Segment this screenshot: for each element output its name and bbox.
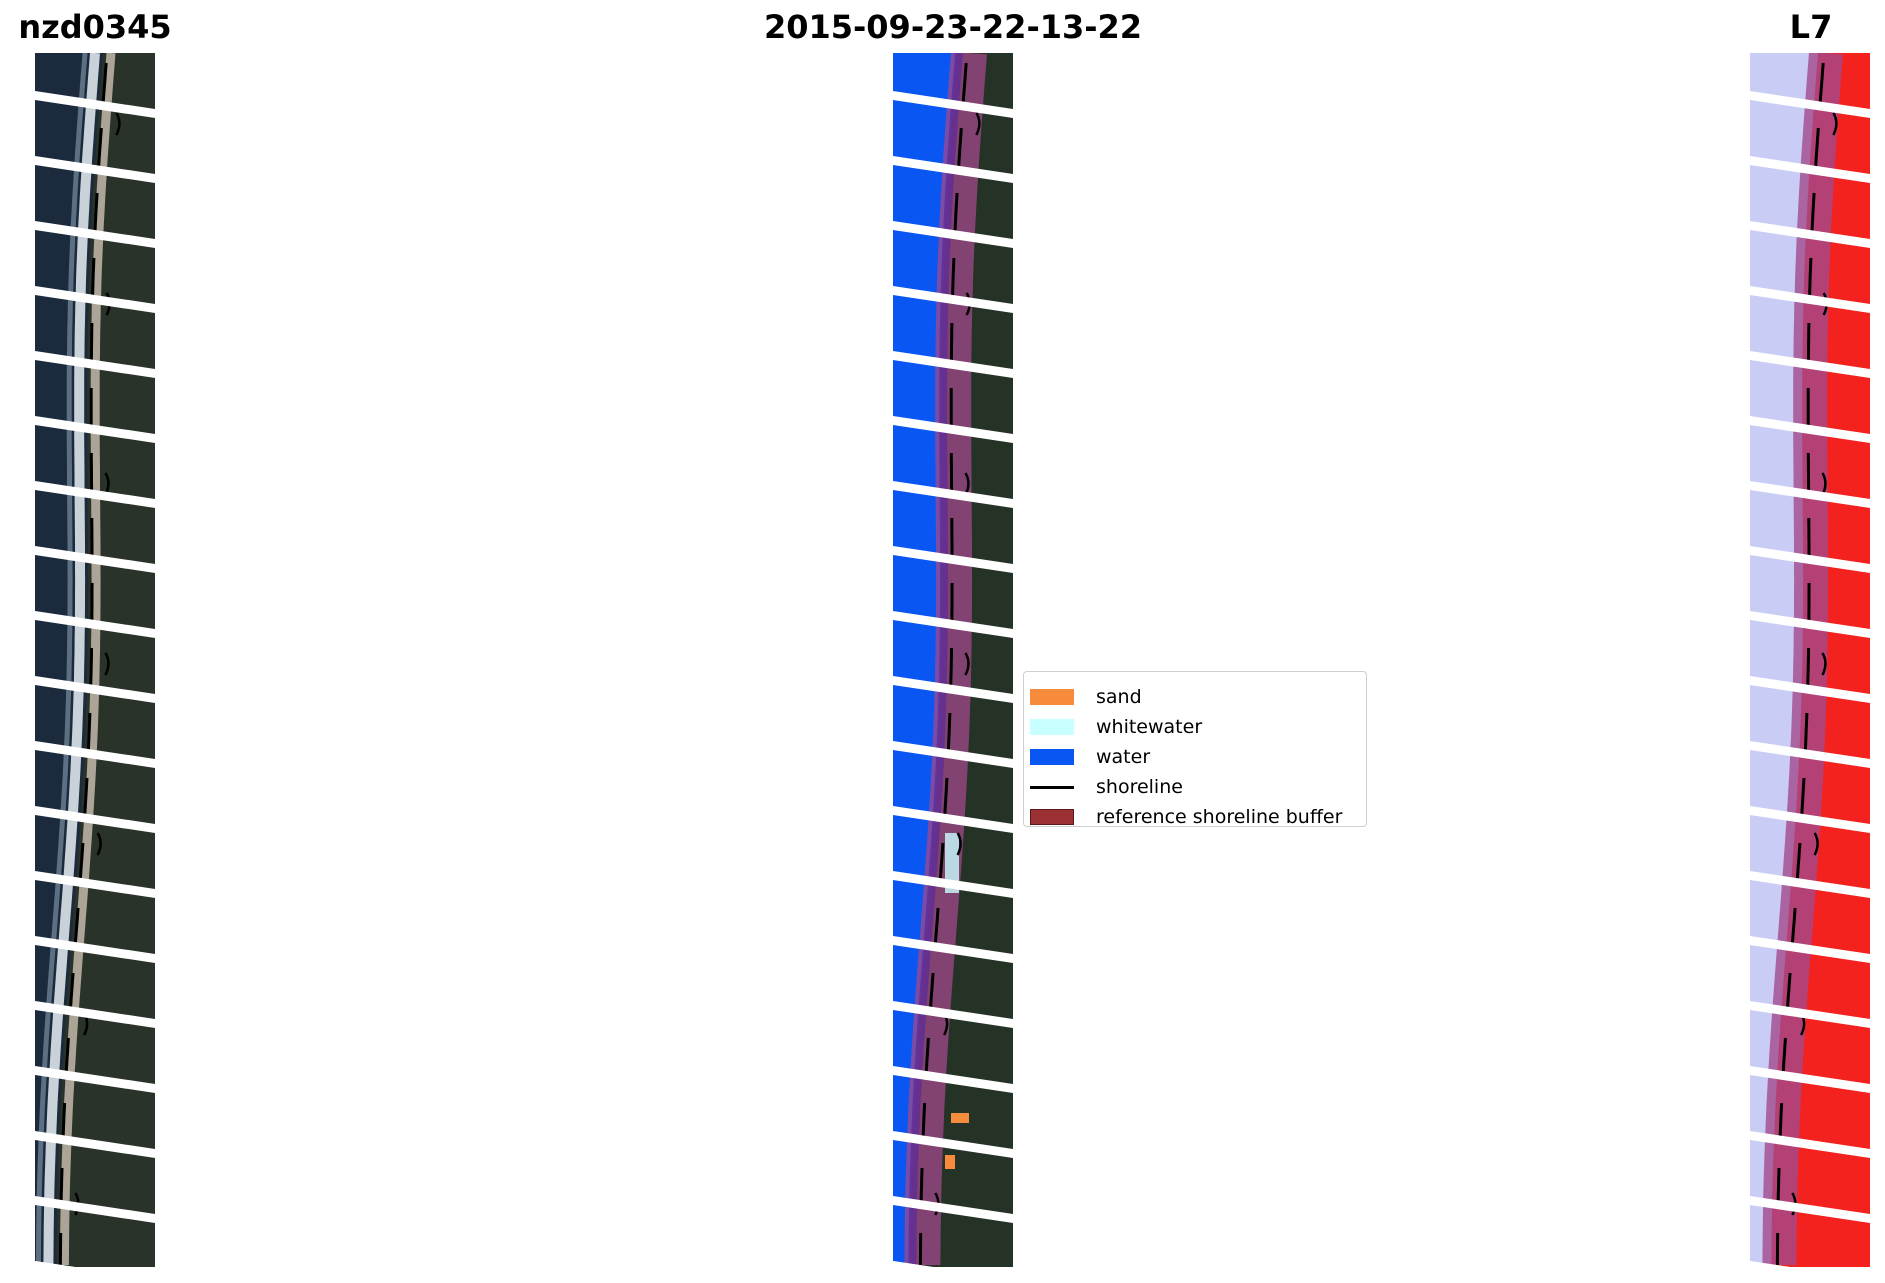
shoreline-line-icon — [1030, 779, 1074, 795]
buffer-swatch-icon — [1030, 809, 1074, 825]
rgb-image-strip — [35, 53, 155, 1267]
sand-swatch-icon — [1030, 689, 1074, 705]
legend-item-whitewater: whitewater — [1030, 715, 1202, 739]
mndwi-image-strip — [1750, 53, 1870, 1267]
title-site: nzd0345 — [18, 8, 172, 46]
legend-item-shoreline: shoreline — [1030, 775, 1183, 799]
water-swatch-icon — [1030, 749, 1074, 765]
legend-item-water: water — [1030, 745, 1150, 769]
classified-image-strip — [893, 53, 1013, 1267]
legend: sand whitewater water shoreline referenc… — [1023, 671, 1367, 829]
title-date: 2015-09-23-22-13-22 — [763, 8, 1143, 46]
legend-item-reference-buffer: reference shoreline buffer — [1030, 805, 1342, 829]
legend-item-sand: sand — [1030, 685, 1142, 709]
whitewater-swatch-icon — [1030, 719, 1074, 735]
title-satellite: L7 — [1789, 8, 1833, 46]
